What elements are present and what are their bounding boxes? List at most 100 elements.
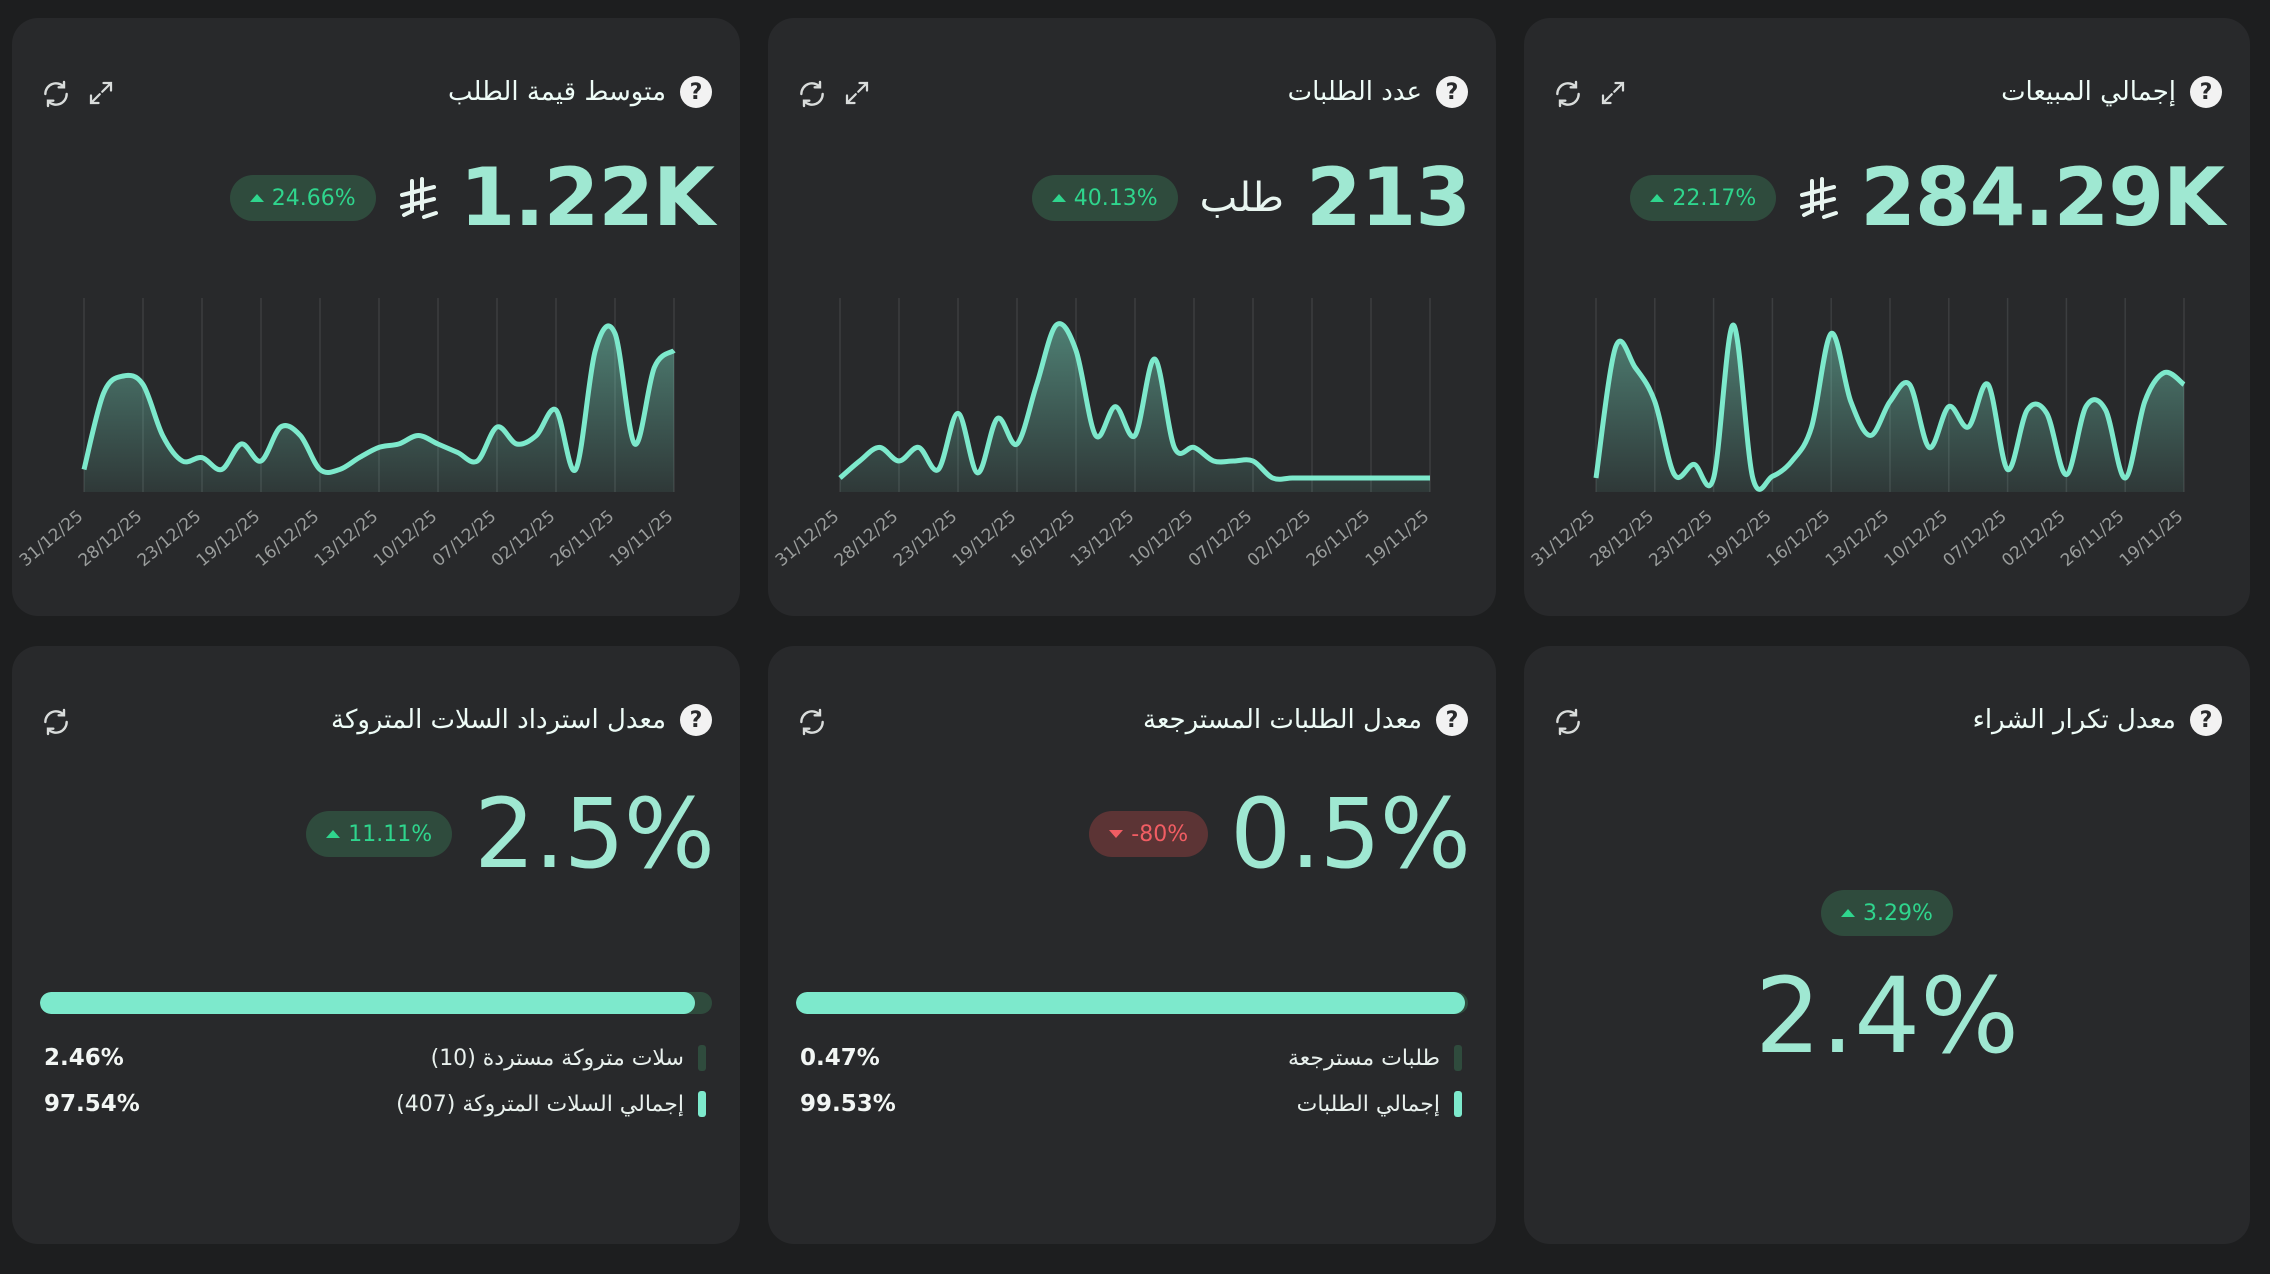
card-title: معدل استرداد السلات المتروكة ?: [331, 704, 712, 736]
x-tick-label: 10/12/25: [370, 507, 441, 571]
kpi-value: 213: [1306, 151, 1471, 244]
saudi-riyal-icon: [399, 177, 438, 219]
x-tick-label: 13/12/25: [1822, 507, 1893, 571]
x-tick-label: 23/12/25: [134, 507, 205, 571]
x-tick-label: 19/11/25: [1362, 507, 1433, 571]
change-value: 24.66%: [271, 185, 356, 211]
ratio-bar: [40, 992, 712, 1014]
x-tick-label: 31/12/25: [772, 507, 843, 571]
card-title: إجمالي المبيعات ?: [2001, 76, 2222, 108]
centered-kpi: 3.29% 2.4%: [1524, 890, 2250, 1068]
help-icon[interactable]: ?: [2190, 704, 2222, 736]
x-tick-label: 02/12/25: [488, 507, 559, 571]
legend-label: سلات متروكة مستردة (10): [431, 1045, 706, 1071]
legend-label: إجمالي السلات المتروكة (407): [396, 1091, 706, 1117]
x-tick-label: 23/12/25: [890, 507, 961, 571]
refresh-icon[interactable]: [1552, 706, 1584, 738]
legend-swatch-accent: [1454, 1091, 1462, 1117]
legend-swatch-dark: [698, 1045, 706, 1071]
refresh-icon[interactable]: [40, 78, 72, 110]
kpi-row: 2.5% 11.11%: [306, 778, 715, 890]
card-tools: [1552, 706, 1584, 738]
card-title-text: معدل الطلبات المسترجعة: [1143, 705, 1422, 735]
x-tick-label: 16/12/25: [1763, 507, 1834, 571]
series-line: [1593, 322, 2186, 492]
legend-label: طلبات مسترجعة: [1288, 1045, 1462, 1071]
trend-down-icon: [1109, 830, 1124, 838]
legend-row: 0.47% طلبات مسترجعة: [800, 1042, 1462, 1074]
legend-swatch-dark: [1454, 1045, 1462, 1071]
x-tick-label: 19/11/25: [606, 507, 677, 571]
repeat-purchase-card: معدل تكرار الشراء ? 3.29% 2.4%: [1524, 646, 2250, 1244]
legend-pct: 2.46%: [44, 1045, 124, 1071]
card-title-text: متوسط قيمة الطلب: [447, 77, 666, 107]
card-title: معدل تكرار الشراء ?: [1973, 704, 2222, 736]
card-tools: [40, 78, 116, 110]
trend-up-icon: [326, 830, 341, 838]
x-tick-label: 26/11/25: [547, 507, 618, 571]
change-value: 40.13%: [1073, 185, 1158, 211]
kpi-row: 0.5% -80%: [1089, 778, 1471, 890]
x-tick-label: 10/12/25: [1881, 507, 1952, 571]
orders-count-card: عدد الطلبات ? 213 طلب 40.13% 31/12/25 28/…: [768, 18, 1496, 616]
avg-order-value-card: متوسط قيمة الطلب ? 1.22K 24.66% 31/12/25…: [12, 18, 740, 616]
expand-icon[interactable]: [86, 78, 116, 108]
expand-icon[interactable]: [842, 78, 872, 108]
legend-swatch-accent: [698, 1091, 706, 1117]
legend-label-text: إجمالي الطلبات: [1296, 1091, 1440, 1117]
x-tick-label: 02/12/25: [1998, 507, 2069, 571]
card-tools: [796, 706, 828, 738]
change-badge: 11.11%: [306, 811, 453, 857]
refresh-icon[interactable]: [796, 78, 828, 110]
card-title: متوسط قيمة الطلب ?: [448, 76, 712, 108]
refresh-icon[interactable]: [796, 706, 828, 738]
x-tick-label: 31/12/25: [16, 507, 87, 571]
expand-icon[interactable]: [1598, 78, 1628, 108]
trend-up-icon: [249, 194, 264, 202]
x-tick-label: 19/12/25: [193, 507, 264, 571]
help-icon[interactable]: ?: [680, 704, 712, 736]
kpi-value: 2.5%: [474, 778, 715, 890]
change-badge: 24.66%: [229, 175, 376, 221]
area-fill: [84, 325, 674, 492]
help-icon[interactable]: ?: [1436, 704, 1468, 736]
x-tick-label: 16/12/25: [252, 507, 323, 571]
help-icon[interactable]: ?: [680, 76, 712, 108]
x-tick-label: 28/12/25: [1587, 507, 1658, 571]
help-icon[interactable]: ?: [2190, 76, 2222, 108]
x-tick-label: 13/12/25: [311, 507, 382, 571]
change-value: 22.17%: [1672, 185, 1757, 211]
legend-label-text: سلات متروكة مستردة (10): [430, 1045, 684, 1071]
help-icon[interactable]: ?: [1436, 76, 1468, 108]
change-badge: -80%: [1089, 811, 1209, 857]
legend-label-text: طلبات مسترجعة: [1287, 1045, 1440, 1071]
change-badge: 40.13%: [1031, 175, 1178, 221]
kpi-value: 1.22K: [459, 151, 715, 244]
refresh-icon[interactable]: [1552, 78, 1584, 110]
x-tick-label: 19/12/25: [949, 507, 1020, 571]
legend-label: إجمالي الطلبات: [1297, 1091, 1462, 1117]
total-sales-card: إجمالي المبيعات ? 284.29K 22.17% 31/12/2…: [1524, 18, 2250, 616]
card-title: عدد الطلبات ?: [1288, 76, 1468, 108]
x-tick-label: 07/12/25: [429, 507, 500, 571]
abandoned-cart-recovery-card: معدل استرداد السلات المتروكة ? 2.5% 11.1…: [12, 646, 740, 1244]
card-title: معدل الطلبات المسترجعة ?: [1143, 704, 1468, 736]
refund-rate-card: معدل الطلبات المسترجعة ? 0.5% -80% 0.47%…: [768, 646, 1496, 1244]
x-tick-label: 19/11/25: [2116, 507, 2187, 571]
x-tick-label: 26/11/25: [1303, 507, 1374, 571]
x-tick-label: 10/12/25: [1126, 507, 1197, 571]
x-tick-label: 07/12/25: [1939, 507, 2010, 571]
x-tick-label: 07/12/25: [1185, 507, 1256, 571]
change-value: 11.11%: [348, 821, 433, 847]
change-value: -80%: [1131, 821, 1189, 847]
refresh-icon[interactable]: [40, 706, 72, 738]
card-tools: [40, 706, 72, 738]
kpi-value: 0.5%: [1230, 778, 1471, 890]
legend-pct: 97.54%: [44, 1091, 140, 1117]
kpi-row: 213 طلب 40.13%: [1031, 151, 1471, 244]
trend-up-icon: [1650, 194, 1665, 202]
legend-pct: 99.53%: [800, 1091, 896, 1117]
change-value: 3.29%: [1863, 900, 1933, 926]
saudi-riyal-icon: [1800, 177, 1839, 219]
